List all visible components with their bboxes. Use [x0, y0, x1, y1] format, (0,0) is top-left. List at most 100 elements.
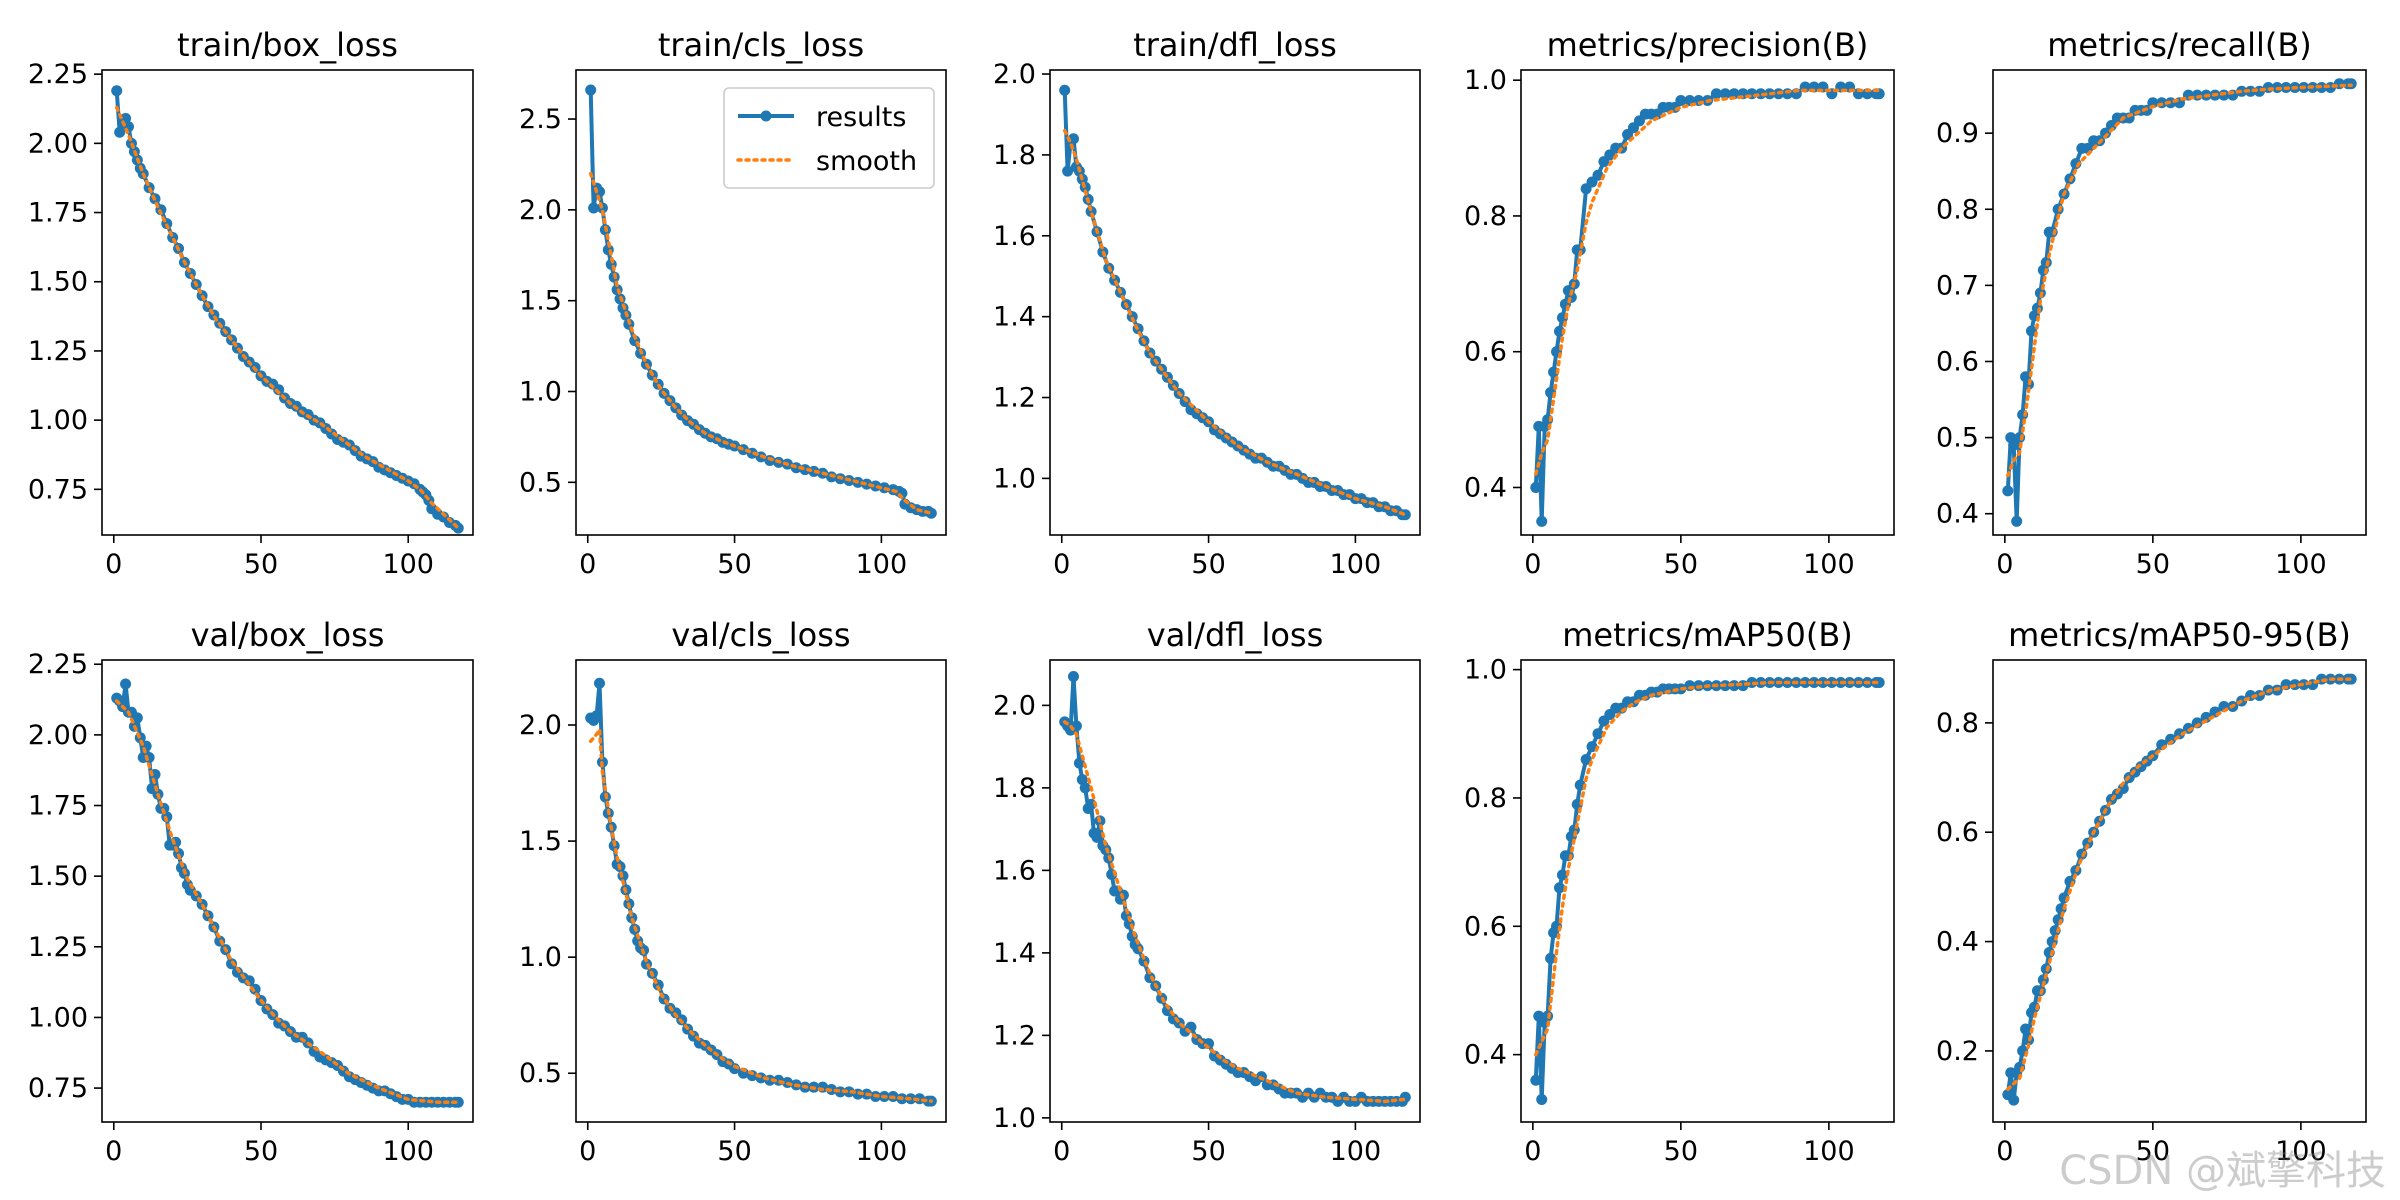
- y-tick-label: 0.5: [1936, 423, 1979, 454]
- subplot-title: metrics/mAP50-95(B): [2008, 616, 2351, 654]
- results-point: [452, 1096, 464, 1108]
- subplot-9: metrics/mAP50-95(B) 0 50 100 0.2 0.4 0.6 0.8: [1936, 616, 2367, 1167]
- results-point: [1580, 753, 1592, 765]
- x-tick-label: 50: [1664, 549, 1698, 580]
- axes-frame: [101, 659, 474, 1123]
- subplot-title: metrics/precision(B): [1547, 26, 1869, 64]
- y-tick-label: 1.8: [993, 773, 1036, 804]
- subplot-3: metrics/precision(B) 0 50 100 0.4 0.6 0.8 1.0: [1464, 26, 1895, 580]
- results-point: [273, 384, 285, 396]
- legend: results smooth: [723, 87, 935, 189]
- results-line: [589, 681, 932, 1104]
- legend-smooth-label: smooth: [816, 146, 917, 177]
- y-tick-label: 0.5: [519, 467, 562, 498]
- axes-frame: [1520, 659, 1895, 1123]
- y-tick-label: 1.0: [1464, 655, 1507, 686]
- x-tick-label: 50: [717, 1136, 751, 1167]
- subplot-title: val/cls_loss: [671, 616, 850, 654]
- results-point: [2147, 97, 2159, 109]
- results-point: [2025, 325, 2037, 337]
- x-tick-label: 100: [382, 549, 434, 580]
- y-tick-label: 2.5: [519, 104, 562, 135]
- axes-frame: [1049, 69, 1421, 536]
- results-point: [1062, 165, 1074, 177]
- y-tick-label: 1.25: [28, 932, 88, 963]
- y-tick-label: 0.4: [1936, 499, 1979, 530]
- subplot-1: train/cls_loss 0 50 100 0.5 1.0 1.5 2.0 2.5 resul…: [519, 26, 947, 580]
- y-tick-label: 1.0: [1464, 65, 1507, 96]
- y-tick-label: 1.75: [28, 791, 88, 822]
- smooth-line: [1062, 128, 1408, 517]
- plot-area: [2002, 78, 2357, 527]
- y-tick-label: 1.8: [993, 140, 1036, 171]
- plot-area: [1530, 81, 1885, 527]
- y-tick-label: 2.0: [993, 59, 1036, 90]
- results-point: [1675, 95, 1687, 107]
- results-point: [2008, 439, 2020, 451]
- subplot-title: train/dfl_loss: [1133, 26, 1337, 64]
- results-point: [1132, 943, 1144, 955]
- watermark: CSDN @斌擎科技: [2059, 1148, 2386, 1194]
- y-tick-label: 1.50: [28, 267, 88, 298]
- x-tick-label: 100: [1803, 549, 1855, 580]
- results-point: [2002, 485, 2014, 497]
- plot-area: [111, 85, 464, 534]
- x-tick-label: 0: [1524, 549, 1541, 580]
- x-tick-label: 100: [382, 1136, 434, 1167]
- subplot-title: metrics/recall(B): [2047, 26, 2312, 64]
- results-point: [1059, 84, 1071, 96]
- axes-frame: [575, 659, 947, 1123]
- plot-area: [585, 677, 937, 1107]
- axes-frame: [1992, 69, 2367, 536]
- legend-box: [723, 87, 935, 189]
- results-point: [2020, 1023, 2032, 1035]
- x-tick-label: 50: [2136, 549, 2170, 580]
- subplot-title: val/dfl_loss: [1147, 616, 1324, 654]
- x-tick-label: 0: [1053, 549, 1070, 580]
- y-tick-label: 1.5: [519, 286, 562, 317]
- y-tick-label: 0.5: [519, 1058, 562, 1089]
- y-tick-label: 1.5: [519, 826, 562, 857]
- results-point: [114, 126, 126, 138]
- subplot-6: val/cls_loss 0 50 100 0.5 1.0 1.5 2.0: [519, 616, 947, 1167]
- results-point: [925, 507, 937, 519]
- results-point: [843, 1086, 855, 1098]
- plot-area: [1059, 84, 1411, 521]
- results-point: [1556, 869, 1568, 881]
- y-tick-label: 0.75: [28, 1073, 88, 1104]
- x-tick-label: 50: [1191, 549, 1225, 580]
- y-tick-label: 0.6: [1464, 337, 1507, 368]
- results-point: [2200, 711, 2212, 723]
- subplot-title: metrics/mAP50(B): [1562, 616, 1853, 654]
- x-tick-label: 0: [579, 1136, 596, 1167]
- y-tick-label: 2.25: [28, 649, 88, 680]
- y-tick-label: 1.00: [28, 1002, 88, 1033]
- results-line: [1533, 85, 1880, 524]
- results-point: [861, 478, 873, 490]
- y-tick-label: 1.75: [28, 198, 88, 229]
- y-tick-label: 0.8: [1464, 201, 1507, 232]
- x-tick-label: 100: [2275, 549, 2327, 580]
- y-tick-label: 0.8: [1936, 708, 1979, 739]
- y-tick-label: 2.25: [28, 59, 88, 90]
- smooth-line: [2006, 83, 2353, 478]
- results-line: [1062, 90, 1406, 517]
- x-tick-label: 0: [1524, 1136, 1541, 1167]
- plot-area: [2002, 673, 2357, 1106]
- y-tick-label: 1.50: [28, 861, 88, 892]
- results-point: [120, 678, 132, 690]
- results-point: [1530, 1074, 1542, 1086]
- results-point: [1710, 88, 1722, 100]
- y-tick-label: 0.4: [1464, 1040, 1507, 1071]
- results-point: [1592, 169, 1604, 181]
- subplot-title: train/box_loss: [177, 26, 398, 64]
- smooth-line: [1534, 88, 1881, 476]
- subplot-7: val/dfl_loss 0 50 100 1.0 1.2 1.4 1.6 1.8 2.0: [993, 616, 1421, 1167]
- smooth-line: [2006, 677, 2353, 1091]
- y-tick-label: 0.6: [1936, 817, 1979, 848]
- smooth-line: [1062, 720, 1408, 1104]
- x-tick-label: 0: [579, 549, 596, 580]
- x-tick-label: 0: [1996, 1136, 2013, 1167]
- y-tick-label: 1.0: [519, 942, 562, 973]
- y-tick-label: 1.2: [993, 1020, 1036, 1051]
